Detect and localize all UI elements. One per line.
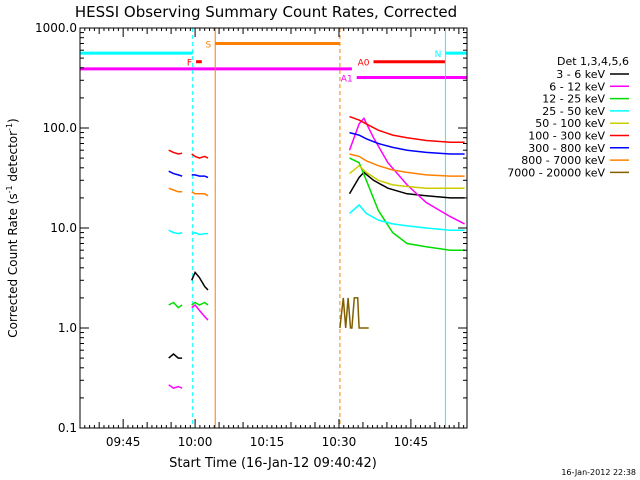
series-line-3-6-kev [348,171,465,199]
series-line-800-7000-kev [168,187,183,193]
series-100-300-kev [168,115,465,159]
y-axis-label: Corrected Count Rate (s-1 detector-1) [5,118,20,337]
series-25-50-kev [168,203,465,236]
series-line-25-50-kev [168,229,183,235]
y-tick-label: 0.1 [58,421,77,435]
series-line-800-7000-kev [349,153,465,177]
flag-label-n: N [435,50,442,60]
series-6-12-kev [168,116,465,390]
flag-label-a0: A0 [358,59,370,69]
legend-label-3-6-kev: 3 - 6 keV [556,68,605,81]
series-50-100-kev [349,164,465,189]
flag-label-s: S [206,40,212,50]
timestamp: 16-Jan-2012 22:38 [561,468,636,477]
y-tick-label: 100.0 [43,121,77,135]
series-line-12-25-kev [191,301,209,306]
x-tick-label: 10:30 [322,435,357,449]
series-line-100-300-kev [168,149,183,155]
y-axis-label-end: ) [6,118,20,123]
series-line-3-6-kev [191,270,209,291]
legend-label-25-50-kev: 25 - 50 keV [542,105,605,118]
y-tick-label: 1000.0 [35,21,77,35]
series-line-6-12-kev [191,303,209,321]
x-tick-label: 10:15 [250,435,285,449]
series-7000-20000-kev [339,297,369,329]
y-axis-label-main: Corrected Count Rate (s [6,193,20,337]
legend-label-7000-20000-kev: 7000 - 20000 keV [507,166,605,179]
series-layer [168,115,465,390]
chart-title: HESSI Observing Summary Count Rates, Cor… [75,3,457,21]
y-tick-label: 10.0 [50,221,77,235]
x-tick-label: 10:45 [394,435,429,449]
series-line-100-300-kev [191,153,209,159]
plot-frame [79,27,468,429]
legend-title: Det 1,3,4,5,6 [557,55,629,68]
series-line-12-25-kev [168,301,183,309]
series-3-6-kev [168,171,465,359]
flag-label-a1: A1 [341,74,353,84]
series-line-300-800-kev [349,131,465,155]
series-line-7000-20000-kev [339,297,369,329]
series-line-800-7000-kev [191,191,209,197]
flag-layer: S N F A0 A1 [80,40,467,84]
x-axis: 09:45 10:00 10:15 10:30 10:45 [84,28,465,449]
series-12-25-kev [168,157,465,309]
series-line-3-6-kev [168,353,183,359]
series-line-6-12-kev [348,116,465,225]
series-line-25-50-kev [349,203,465,231]
y-axis: 0.1 1.0 10.0 100.0 1000.0 [35,21,467,435]
series-line-300-800-kev [168,170,183,177]
y-axis-label-exp1: -1 [5,185,14,193]
legend-label-100-300-kev: 100 - 300 keV [528,130,605,143]
y-axis-label-mid: detector [6,131,20,186]
vline-layer [192,28,446,428]
y-axis-label-exp2: -1 [5,123,14,131]
series-line-6-12-kev [168,384,183,390]
flag-label-f: F [187,59,192,69]
legend-label-12-25-kev: 12 - 25 keV [542,93,605,106]
x-tick-label: 10:00 [178,435,213,449]
series-300-800-kev [168,131,465,179]
series-800-7000-kev [168,153,465,197]
legend-label-6-12-kev: 6 - 12 keV [549,80,605,93]
x-tick-label: 09:45 [106,435,141,449]
x-axis-label: Start Time (16-Jan-12 09:40:42) [169,456,377,471]
y-tick-label: 1.0 [58,321,77,335]
series-line-25-50-kev [191,231,208,236]
series-line-300-800-kev [191,174,209,179]
legend-label-300-800-kev: 300 - 800 keV [528,142,605,155]
series-line-50-100-kev [349,164,465,189]
legend-label-800-7000-kev: 800 - 7000 keV [521,154,605,167]
series-line-100-300-kev [349,115,465,144]
legend-label-50-100-kev: 50 - 100 keV [535,117,605,130]
